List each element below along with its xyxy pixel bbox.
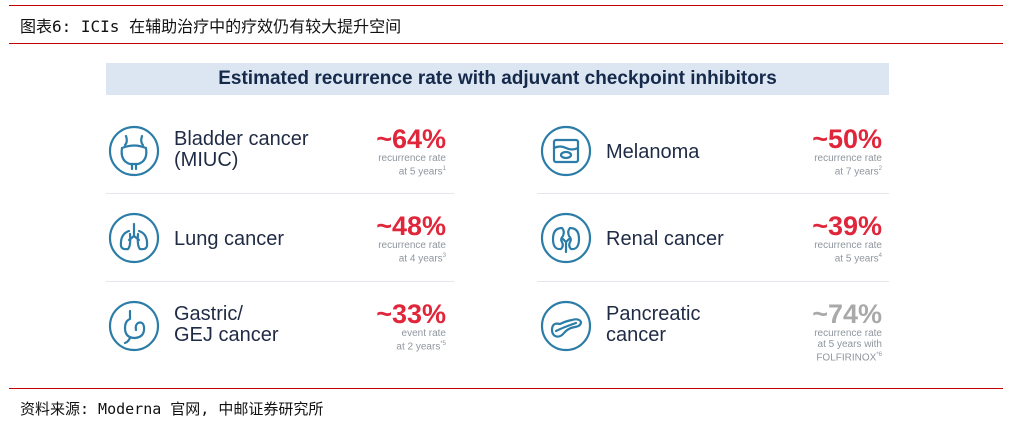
row-divider [106, 281, 454, 282]
stat-block: ~74% recurrence rate at 5 years with FOLFIR… [762, 300, 882, 363]
rate-period: at 5 years with [817, 339, 882, 350]
stat-block: ~33% event rate at 2 years*5 [326, 300, 446, 352]
card-bladder: Bladder cancer (MIUC) ~64% recurrence rate… [108, 125, 446, 197]
card-lung: Lung cancer ~48% recurrence rate at 4 year… [108, 212, 446, 284]
name-line1: Renal cancer [606, 228, 724, 250]
stat-block: ~48% recurrence rate at 4 years3 [326, 212, 446, 264]
footnote-ref: 1 [442, 166, 446, 172]
rate-value: ~48% [376, 211, 446, 241]
footnote-ref: *6 [876, 352, 882, 358]
rate-label: recurrence rate [378, 153, 446, 164]
stat-block: ~64% recurrence rate at 5 years1 [326, 125, 446, 177]
rate-period: at 2 years [396, 341, 441, 353]
stomach-icon [108, 300, 160, 352]
rate-label: event rate [401, 328, 446, 339]
card-renal: Renal cancer ~39% recurrence rate at 5 yea… [540, 212, 882, 284]
stat-block: ~39% recurrence rate at 5 years4 [762, 212, 882, 264]
cancer-name: Lung cancer [174, 229, 284, 250]
rate-value: ~33% [376, 299, 446, 329]
rate-value: ~50% [812, 124, 882, 154]
name-line2: (MIUC) [174, 149, 239, 171]
rate-label: recurrence rate [814, 328, 882, 339]
rate-label: recurrence rate [814, 240, 882, 251]
name-line1: Melanoma [606, 141, 700, 163]
name-line1: Pancreatic [606, 303, 701, 325]
name-line2: cancer [606, 324, 667, 346]
regimen-label: FOLFIRINOX [816, 352, 877, 364]
cancer-name: Pancreatic cancer [606, 304, 701, 346]
pancreas-icon [540, 300, 592, 352]
card-melanoma: Melanoma ~50% recurrence rate at 7 years2 [540, 125, 882, 197]
infographic-banner: Estimated recurrence rate with adjuvant … [106, 63, 889, 95]
rate-value: ~74% [812, 299, 882, 329]
cancer-name: Melanoma [606, 142, 699, 163]
figure-title: 图表6: ICIs 在辅助治疗中的疗效仍有较大提升空间 [20, 17, 402, 36]
cancer-name: Renal cancer [606, 229, 724, 250]
title-rule [9, 43, 1003, 44]
card-pancreatic: Pancreatic cancer ~74% recurrence rate at 5… [540, 300, 882, 372]
footnote-ref: 3 [442, 253, 446, 259]
footnote-ref: *5 [440, 341, 446, 347]
bladder-icon [108, 125, 160, 177]
name-line1: Lung cancer [174, 228, 285, 250]
card-gastric: Gastric/GEJ cancer ~33% event rate at 2 ye… [108, 300, 446, 372]
top-rule [9, 5, 1003, 6]
row-divider [537, 193, 889, 194]
kidney-icon [540, 212, 592, 264]
name-line1: Gastric/ [174, 303, 243, 325]
bottom-rule [9, 388, 1003, 389]
footnote-ref: 2 [878, 166, 882, 172]
rate-period: at 5 years [834, 253, 879, 265]
lung-icon [108, 212, 160, 264]
name-line2: GEJ cancer [174, 324, 279, 346]
footnote-ref: 4 [878, 253, 882, 259]
rate-label: recurrence rate [378, 240, 446, 251]
stat-block: ~50% recurrence rate at 7 years2 [762, 125, 882, 177]
row-divider [537, 281, 889, 282]
rate-period: at 4 years [398, 253, 443, 265]
source-note: 资料来源: Moderna 官网, 中邮证券研究所 [20, 400, 324, 418]
rate-period: at 5 years [398, 166, 443, 178]
rate-period: at 7 years [834, 166, 879, 178]
rate-value: ~64% [376, 124, 446, 154]
name-line1: Bladder cancer [174, 128, 309, 150]
cancer-name: Gastric/GEJ cancer [174, 304, 278, 346]
melanoma-icon [540, 125, 592, 177]
rate-label: recurrence rate [814, 153, 882, 164]
rate-value: ~39% [812, 211, 882, 241]
row-divider [106, 193, 454, 194]
cancer-name: Bladder cancer (MIUC) [174, 129, 309, 171]
